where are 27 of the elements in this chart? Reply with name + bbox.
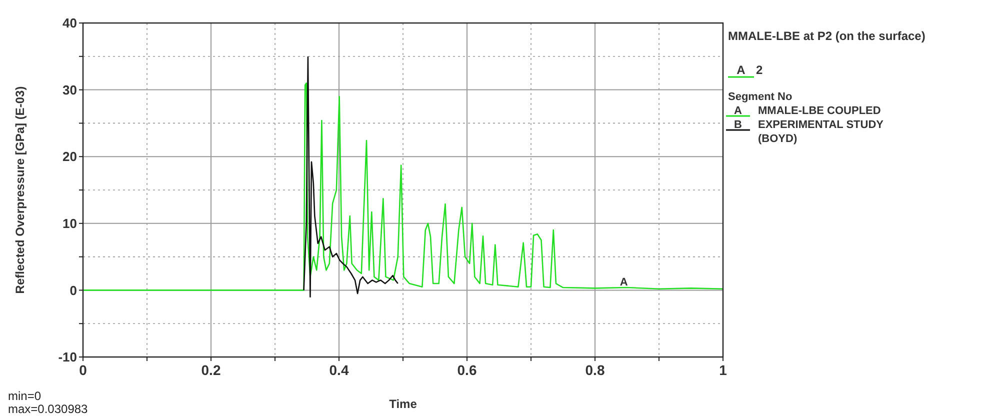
line-series xyxy=(82,82,724,291)
y-axis-title: Reflected Overpressure [GPa] (E-03) xyxy=(13,86,27,294)
legend-label: EXPERIMENTAL STUDY (BOYD) xyxy=(758,119,884,145)
text: A xyxy=(734,105,742,117)
text: max=0.030983 xyxy=(8,402,88,416)
text: Segment No xyxy=(728,91,792,103)
y-tick-label: 0 xyxy=(70,282,77,298)
annotation: A xyxy=(620,276,628,289)
legend-label: MMALE-LBE COUPLED xyxy=(758,105,881,117)
x-axis-title: Time xyxy=(389,397,418,411)
y-tick-label: 10 xyxy=(62,216,77,231)
x-tick-label: 0.8 xyxy=(585,362,605,378)
text: 2 xyxy=(756,63,763,77)
x-tick-label: 0.6 xyxy=(457,362,477,378)
line-series xyxy=(303,56,399,298)
text: A xyxy=(736,63,746,77)
x-tick-label: 0.4 xyxy=(329,362,349,378)
text: B xyxy=(734,119,742,131)
y-tick-label: 40 xyxy=(62,16,77,31)
text: min=0 xyxy=(8,389,42,403)
x-tick-label: 0.2 xyxy=(201,362,221,378)
y-tick-label: 20 xyxy=(62,149,77,164)
y-tick-label: -10 xyxy=(58,350,77,365)
y-tick-label: 30 xyxy=(62,82,77,98)
legend-title: MMALE-LBE at P2 (on the surface) xyxy=(728,29,926,43)
x-tick-label: 1 xyxy=(719,362,728,378)
x-tick-label: 0 xyxy=(79,362,88,378)
